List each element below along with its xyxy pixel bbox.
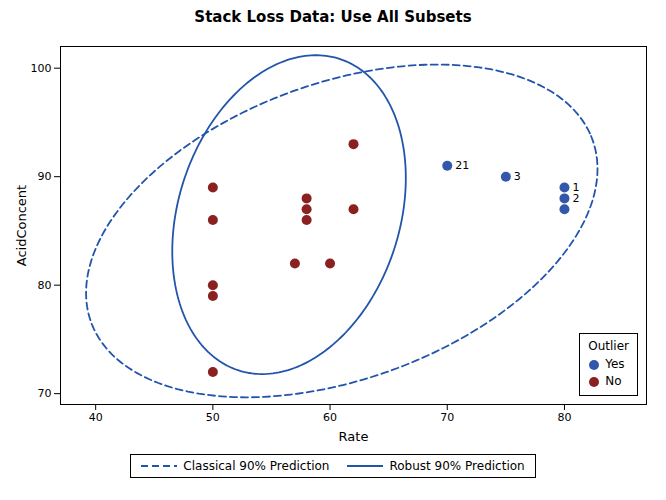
html-text:Yes: Yes — [605, 357, 625, 371]
svg-text:AcidConcent: AcidConcent — [14, 185, 29, 266]
html-text:Outlier: Outlier — [588, 339, 629, 353]
svg-text:50: 50 — [206, 411, 220, 424]
svg-text:100: 100 — [31, 62, 52, 75]
svg-text:21: 21 — [455, 159, 469, 172]
svg-text:90: 90 — [38, 170, 52, 183]
html-text:Stack Loss Data: Use All Subse: Stack Loss Data: Use All Subsets — [194, 8, 472, 26]
svg-text:70: 70 — [440, 411, 454, 424]
svg-text:3: 3 — [514, 170, 521, 183]
svg-text:2: 2 — [572, 192, 579, 205]
html-text:Robust 90% Prediction: Robust 90% Prediction — [389, 459, 525, 473]
svg-text:1: 1 — [572, 181, 580, 195]
svg-text:60: 60 — [323, 411, 337, 424]
svg-text:70: 70 — [38, 387, 52, 400]
html-text:No: No — [605, 374, 622, 388]
html-text:Classical 90% Prediction: Classical 90% Prediction — [183, 459, 330, 473]
svg-text:40: 40 — [89, 411, 103, 424]
svg-text:80: 80 — [38, 279, 52, 292]
svg-text:Rate: Rate — [339, 429, 369, 444]
svg-text:80: 80 — [557, 411, 571, 424]
